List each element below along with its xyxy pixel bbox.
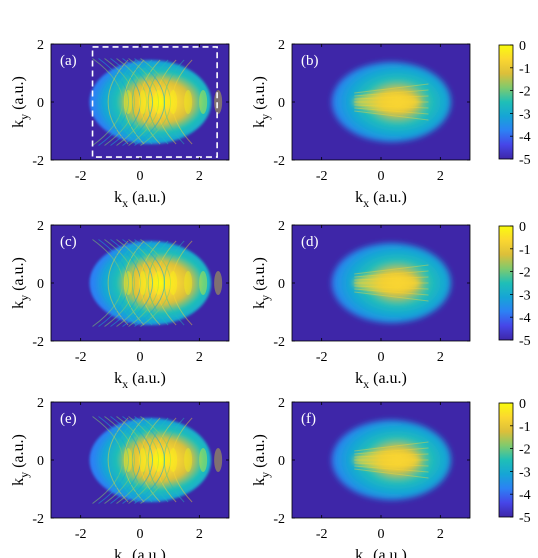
y-tick-label: 0 <box>37 277 44 292</box>
colorbar-tick-label: -3 <box>519 465 531 480</box>
x-tick-label: 0 <box>378 350 385 365</box>
colorbar-tick-label: -5 <box>519 334 531 349</box>
heatmap-image <box>331 62 451 142</box>
x-axis-label: kx (a.u.) <box>114 370 166 391</box>
colorbar-gradient <box>498 225 514 341</box>
y-tick-label: -2 <box>273 335 285 350</box>
colorbar-tick-label: -4 <box>519 130 531 145</box>
y-tick-label: 2 <box>37 219 44 234</box>
x-tick-label: 2 <box>196 527 203 542</box>
colorbar-tick-label: -5 <box>519 153 531 168</box>
x-tick-label: 0 <box>137 527 144 542</box>
panel-a: (a) -2 0 2 2 0 -2 kx (a.u.) ky (a.u.) <box>10 38 230 210</box>
colorbar-tick-label: -2 <box>519 266 531 281</box>
y-tick-label: 0 <box>278 96 285 111</box>
heatmap-image <box>331 420 451 500</box>
x-axis-label: kx (a.u.) <box>114 189 166 210</box>
y-tick-label: -2 <box>32 335 44 350</box>
y-tick-label: 2 <box>278 38 285 53</box>
colorbar-gradient <box>498 44 514 160</box>
x-axis-label: kx (a.u.) <box>114 547 166 558</box>
y-tick-label: -2 <box>32 154 44 169</box>
x-axis-label: kx (a.u.) <box>355 189 407 210</box>
x-tick-label: 0 <box>137 169 144 184</box>
heatmap-image <box>331 243 451 323</box>
colorbar-tick-label: -1 <box>519 62 531 77</box>
colorbar-tick-label: -5 <box>519 511 531 526</box>
colorbar-3: 0 -1 -2 -3 -4 -5 <box>498 397 531 526</box>
x-tick-label: -2 <box>75 169 87 184</box>
y-tick-label: 0 <box>37 96 44 111</box>
colorbar-tick-label: 0 <box>519 220 526 235</box>
y-tick-label: -2 <box>273 512 285 527</box>
dashed-window-box <box>91 46 218 158</box>
y-tick-label: 2 <box>278 396 285 411</box>
x-tick-label: -2 <box>316 350 328 365</box>
y-axis-label: ky (a.u.) <box>251 76 272 128</box>
panel-label: (c) <box>60 234 77 250</box>
y-tick-label: 0 <box>278 277 285 292</box>
panel-label: (a) <box>60 53 77 69</box>
colorbar-2: 0 -1 -2 -3 -4 -5 <box>498 220 531 349</box>
colorbars: 0 -1 -2 -3 -4 -5 0 -1 -2 -3 -4 -5 0 -1 -2 -3 -4 -5 <box>498 39 531 526</box>
x-axis-label: kx (a.u.) <box>355 547 407 558</box>
y-tick-label: -2 <box>273 154 285 169</box>
colorbar-1: 0 -1 -2 -3 -4 -5 <box>498 39 531 168</box>
colorbar-tick-label: -4 <box>519 488 531 503</box>
panel-label: (e) <box>60 411 77 427</box>
panel-d: (d) -2 0 2 2 0 -2 kx (a.u.) ky (a.u.) <box>251 219 471 391</box>
panel-label: (f) <box>301 411 316 427</box>
x-tick-label: 2 <box>196 169 203 184</box>
y-axis-label: ky (a.u.) <box>251 434 272 486</box>
y-tick-label: -2 <box>32 512 44 527</box>
x-tick-label: 0 <box>378 527 385 542</box>
x-tick-label: -2 <box>316 527 328 542</box>
x-axis-label: kx (a.u.) <box>355 370 407 391</box>
heatmap-image <box>89 58 223 146</box>
colorbar-gradient <box>498 402 514 518</box>
panels: (a) -2 0 2 2 0 -2 kx (a.u.) ky (a.u.) (b) -2 0 2 2 0 -2… <box>10 38 471 558</box>
y-axis-label: ky (a.u.) <box>10 434 31 486</box>
colorbar-tick-label: 0 <box>519 39 526 54</box>
x-tick-label: -2 <box>316 169 328 184</box>
y-axis-label: ky (a.u.) <box>10 76 31 128</box>
y-axis-label: ky (a.u.) <box>251 257 272 309</box>
panel-c: (c) -2 0 2 2 0 -2 kx (a.u.) ky (a.u.) <box>10 219 230 391</box>
colorbar-tick-label: -3 <box>519 107 531 122</box>
panel-f: (f) -2 0 2 2 0 -2 kx (a.u.) ky (a.u.) <box>251 396 471 558</box>
y-tick-label: 2 <box>37 38 44 53</box>
panel-label: (b) <box>301 53 319 69</box>
panel-e: (e) -2 0 2 2 0 -2 kx (a.u.) ky (a.u.) <box>10 396 230 558</box>
x-tick-label: -2 <box>75 527 87 542</box>
y-tick-label: 0 <box>37 454 44 469</box>
x-tick-label: 2 <box>437 169 444 184</box>
x-tick-label: 2 <box>196 350 203 365</box>
y-tick-label: 2 <box>37 396 44 411</box>
colorbar-tick-label: -2 <box>519 85 531 100</box>
x-tick-label: 2 <box>437 350 444 365</box>
x-tick-label: -2 <box>75 350 87 365</box>
y-tick-label: 0 <box>278 454 285 469</box>
colorbar-tick-label: 0 <box>519 397 526 412</box>
x-tick-label: 0 <box>137 350 144 365</box>
y-axis-label: ky (a.u.) <box>10 257 31 309</box>
x-tick-label: 2 <box>437 527 444 542</box>
heatmap-image <box>89 239 223 327</box>
colorbar-tick-label: -4 <box>519 311 531 326</box>
heatmap-image <box>89 416 223 504</box>
colorbar-tick-label: -1 <box>519 243 531 258</box>
panel-label: (d) <box>301 234 319 250</box>
panel-b: (b) -2 0 2 2 0 -2 kx (a.u.) ky (a.u.) <box>251 38 471 210</box>
y-tick-label: 2 <box>278 219 285 234</box>
colorbar-tick-label: -2 <box>519 443 531 458</box>
colorbar-tick-label: -1 <box>519 420 531 435</box>
x-tick-label: 0 <box>378 169 385 184</box>
colorbar-tick-label: -3 <box>519 288 531 303</box>
